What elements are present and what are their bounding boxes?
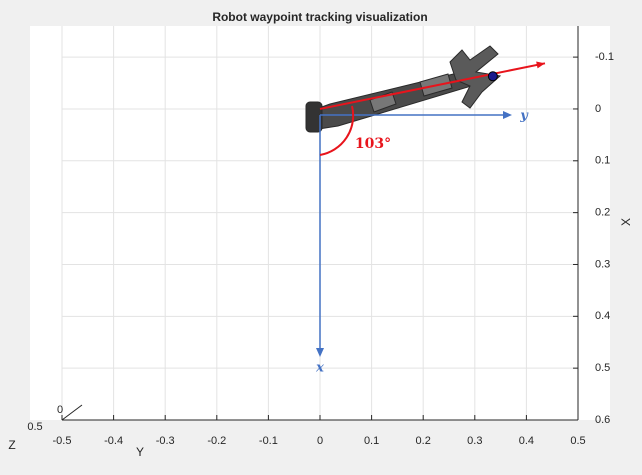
waypoint [488,72,497,81]
x-tick-label: 0 [595,103,601,115]
y-tick-label: -0.4 [104,435,123,447]
x-tick-label: 0.2 [595,207,610,219]
x-tick-label: 0.1 [595,155,610,167]
chart-title: Robot waypoint tracking visualization [212,10,427,24]
y-tick-label: -0.5 [53,435,72,447]
x-tick-label: 0.6 [595,414,610,426]
x-tick-label: 0.4 [595,310,610,322]
x-axis-title: X [619,218,633,226]
y-tick-label: -0.2 [207,435,226,447]
y-tick-label: 0.1 [364,435,379,447]
y-tick-label: 0.2 [416,435,431,447]
x-tick-label: -0.1 [595,51,614,63]
z-axis-title: Z [8,438,15,452]
figure: Robot waypoint tracking visualization Y … [0,0,642,475]
x-tick-label: 0.5 [595,362,610,374]
x-tick-label: 0.3 [595,258,610,270]
frame-y-label: y [519,109,529,124]
y-tick-label: 0.3 [467,435,482,447]
y-tick-label: 0 [317,435,323,447]
y-tick-label: -0.1 [259,435,278,447]
y-axis-title: Y [136,445,144,459]
y-tick-label: 0.5 [570,435,585,447]
y-tick-label: 0.4 [519,435,534,447]
angle-label: 103° [355,136,391,152]
frame-x-label: x [315,361,324,376]
y-tick-label: -0.3 [156,435,175,447]
z-tick-label: 0 [57,404,63,416]
z-tick-label: 0.5 [27,421,42,433]
